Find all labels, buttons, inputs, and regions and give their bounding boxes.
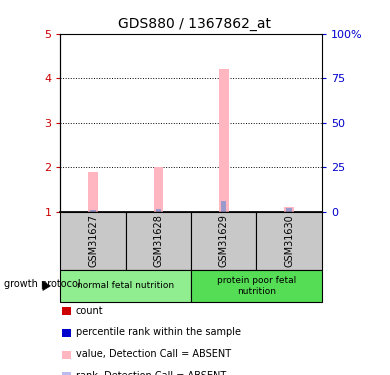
- Text: protein poor fetal
nutrition: protein poor fetal nutrition: [217, 276, 296, 296]
- Text: count: count: [76, 306, 103, 315]
- Bar: [219, 69, 229, 212]
- Text: normal fetal nutrition: normal fetal nutrition: [77, 281, 174, 290]
- Text: GDS880 / 1367862_at: GDS880 / 1367862_at: [119, 17, 271, 31]
- Bar: [88, 172, 98, 212]
- Text: growth protocol: growth protocol: [4, 279, 80, 289]
- Text: GSM31628: GSM31628: [153, 214, 163, 267]
- Bar: [156, 209, 161, 212]
- Text: GSM31630: GSM31630: [284, 214, 294, 267]
- Bar: [286, 209, 292, 212]
- Bar: [90, 210, 96, 212]
- Bar: [284, 207, 294, 212]
- Bar: [221, 201, 227, 212]
- Bar: [154, 167, 163, 212]
- Text: GSM31629: GSM31629: [219, 214, 229, 267]
- Text: GSM31627: GSM31627: [88, 214, 98, 267]
- Text: value, Detection Call = ABSENT: value, Detection Call = ABSENT: [76, 349, 231, 359]
- Text: percentile rank within the sample: percentile rank within the sample: [76, 327, 241, 337]
- Text: rank, Detection Call = ABSENT: rank, Detection Call = ABSENT: [76, 371, 226, 375]
